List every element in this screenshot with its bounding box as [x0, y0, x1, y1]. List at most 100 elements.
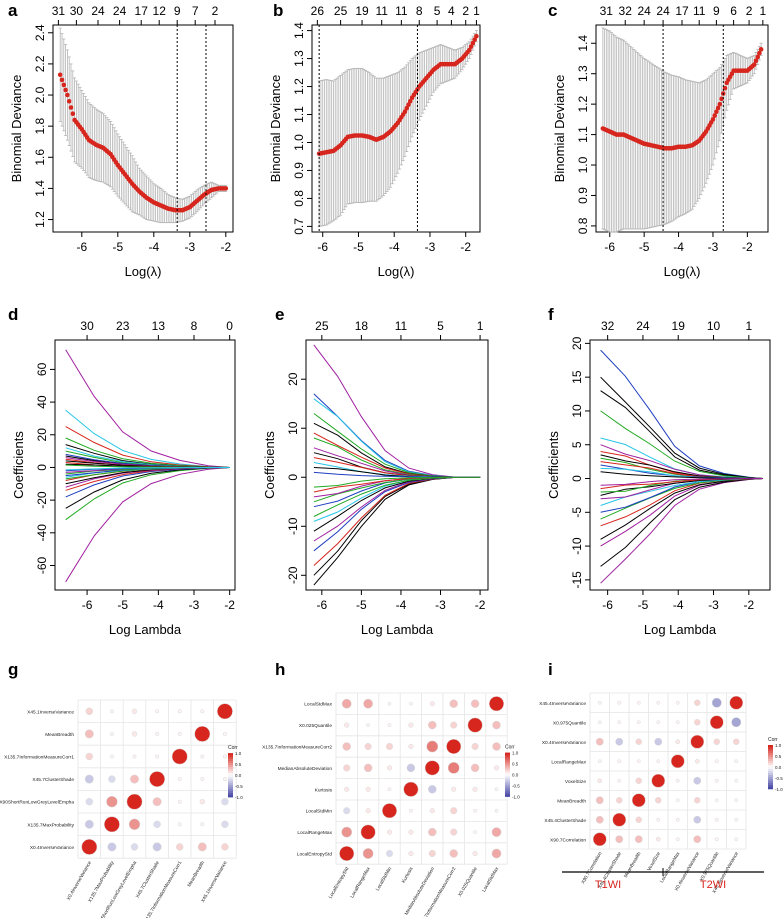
legend-tick: 1.0 [235, 751, 242, 756]
panel-label-h: h [275, 660, 285, 679]
top-tick-label: 24 [636, 319, 650, 333]
col-label: LocalEntropyStd [328, 866, 351, 900]
y-tick-label: 0.8 [292, 190, 306, 207]
col-label: X0.4InverseVariance [66, 860, 93, 902]
row-label: Kurtosis [315, 787, 333, 793]
legend-swatch [768, 751, 773, 754]
top-tick-label: 30 [70, 4, 84, 18]
legend-tick: -0.5 [235, 784, 243, 789]
corr-dot [365, 786, 371, 792]
legend-swatch [505, 762, 510, 765]
row-label: X45.7ClusterShade [32, 777, 74, 783]
top-tick-label: 1 [477, 319, 484, 333]
top-tick-label: 7 [192, 4, 199, 18]
y-tick-label: -20 [35, 491, 49, 509]
y-tick-label: 1.4 [33, 180, 47, 197]
corr-dot [675, 700, 680, 705]
legend-swatch [768, 755, 773, 758]
corr-dot [85, 752, 93, 761]
top-tick-label: 1 [759, 4, 766, 18]
corr-dot [714, 778, 719, 783]
legend-swatch [505, 752, 510, 755]
cv-point [70, 111, 76, 117]
col-label: LocalRangeMax [349, 866, 372, 900]
corr-dot [655, 797, 662, 804]
row-label: X0.4InverseVariance [542, 740, 587, 746]
legend-swatch [228, 789, 233, 792]
corr-dot [363, 763, 373, 773]
top-tick-label: 23 [116, 319, 130, 333]
corr-dot [675, 739, 681, 745]
corr-dot [711, 697, 722, 708]
corr-dot [381, 803, 398, 819]
cv-point [757, 50, 762, 56]
legend-swatch [505, 756, 510, 759]
top-tick-label: 6 [730, 4, 737, 18]
legend-swatch [768, 785, 773, 788]
panel-label-f: f [548, 305, 554, 324]
plot-frame [54, 339, 236, 591]
corr-dot [675, 798, 680, 803]
top-tick-label: 0 [226, 319, 233, 333]
top-tick-label: 31 [52, 4, 66, 18]
cv-point [753, 58, 759, 64]
row-label: X0.975Quantile [553, 720, 586, 726]
top-tick-label: 4 [448, 4, 455, 18]
corr-dot [109, 754, 114, 759]
y-tick-label: 1.2 [576, 95, 590, 112]
corr-dot [713, 738, 720, 745]
corr-dot [429, 701, 435, 707]
legend-swatch [228, 785, 233, 788]
corr-dot [651, 773, 666, 788]
top-tick-label: 9 [174, 4, 181, 18]
top-tick-label: 32 [619, 4, 633, 18]
row-label: X0.025Quantile [299, 723, 332, 729]
cv-point [722, 85, 728, 91]
corr-dot [472, 850, 478, 857]
corr-dot [450, 807, 458, 815]
y-tick-label: -10 [286, 517, 300, 535]
top-tick-label: 5 [434, 4, 441, 18]
legend-swatch [768, 781, 773, 784]
x-tick-label: -2 [742, 240, 753, 254]
cv-point [402, 109, 408, 115]
corr-dot [216, 703, 233, 720]
coef-path-line [600, 349, 763, 479]
col-label: X135.7InformationMeasureCorr1 [143, 860, 183, 918]
legend-swatch [768, 745, 773, 748]
x-tick-label: -6 [317, 240, 328, 254]
y-tick-label: 0.7 [292, 218, 306, 235]
legend-swatch [505, 772, 510, 775]
y-tick-label: 60 [35, 362, 49, 376]
top-tick-label: 1 [745, 319, 752, 333]
legend-swatch [228, 787, 233, 790]
panel-label-a: a [8, 1, 18, 20]
corr-dot [734, 759, 739, 764]
corr-dot [109, 709, 114, 714]
x-tick-label: -5 [112, 240, 123, 254]
coef-path-line [313, 476, 481, 517]
corr-dot [81, 838, 98, 855]
cv-point [61, 82, 67, 88]
x-tick-label: -4 [148, 240, 159, 254]
corr-dot [615, 737, 624, 746]
y-tick-label: -5 [570, 507, 584, 518]
x-tick-label: -2 [224, 598, 235, 612]
y-axis-label: Coefficients [11, 431, 26, 499]
corr-dot [152, 797, 162, 807]
corr-dot [595, 815, 604, 824]
corr-dot [473, 830, 477, 834]
coef-path-line [65, 467, 230, 583]
panel-e: e -6 -5 -4 -3 -2 -20 -10 0 10 20 25 18 11 5 1 Log Lambda… [262, 305, 489, 637]
corr-dot [631, 793, 646, 808]
corr-dot [386, 765, 393, 771]
legend-tick: 0.0 [512, 773, 519, 778]
corr-dot [221, 843, 229, 851]
corr-dot [177, 799, 182, 804]
x-tick-label: -6 [82, 598, 93, 612]
y-tick-label: 1.8 [33, 118, 47, 135]
top-tick-label: 2 [746, 4, 753, 18]
legend-tick: 1.0 [512, 751, 519, 756]
legend-swatch [768, 771, 773, 774]
corr-dot [344, 786, 350, 792]
